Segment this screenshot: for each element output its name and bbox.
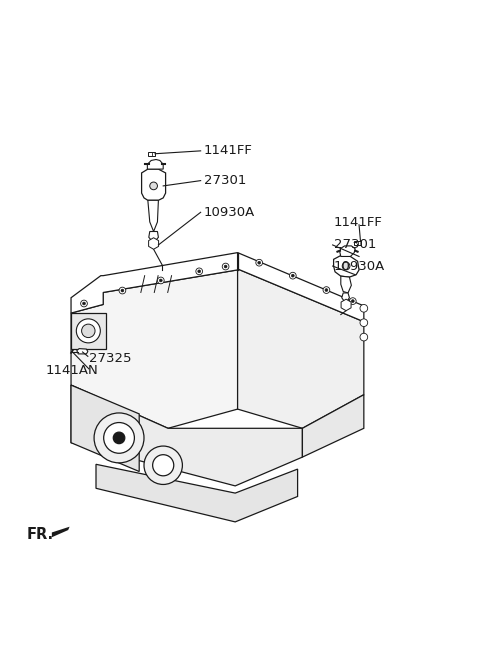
Polygon shape bbox=[71, 253, 238, 313]
Circle shape bbox=[76, 319, 100, 343]
Polygon shape bbox=[142, 169, 166, 200]
Polygon shape bbox=[340, 246, 355, 257]
Text: 1141FF: 1141FF bbox=[334, 216, 383, 229]
Circle shape bbox=[256, 259, 263, 266]
Circle shape bbox=[349, 298, 356, 305]
Text: 27325: 27325 bbox=[89, 352, 132, 365]
Circle shape bbox=[83, 302, 85, 305]
Polygon shape bbox=[149, 231, 158, 240]
Circle shape bbox=[121, 289, 124, 292]
Circle shape bbox=[81, 300, 87, 307]
Text: 10930A: 10930A bbox=[334, 259, 385, 272]
Circle shape bbox=[159, 279, 162, 282]
Circle shape bbox=[360, 319, 368, 327]
Circle shape bbox=[153, 455, 174, 476]
Circle shape bbox=[351, 299, 354, 303]
Polygon shape bbox=[238, 253, 364, 322]
Text: 1141AN: 1141AN bbox=[46, 364, 98, 377]
Polygon shape bbox=[71, 270, 238, 428]
Circle shape bbox=[150, 182, 157, 190]
Circle shape bbox=[323, 287, 330, 293]
Circle shape bbox=[258, 261, 261, 264]
Polygon shape bbox=[302, 395, 364, 457]
Circle shape bbox=[360, 333, 368, 341]
Text: 1141FF: 1141FF bbox=[204, 144, 253, 157]
Polygon shape bbox=[71, 385, 302, 486]
Circle shape bbox=[104, 422, 134, 453]
Polygon shape bbox=[334, 255, 359, 277]
Bar bbox=[354, 240, 361, 245]
Polygon shape bbox=[341, 276, 351, 293]
Circle shape bbox=[196, 268, 203, 274]
Circle shape bbox=[94, 413, 144, 463]
Circle shape bbox=[82, 324, 95, 337]
Circle shape bbox=[157, 277, 164, 284]
Polygon shape bbox=[96, 464, 298, 522]
Circle shape bbox=[289, 272, 296, 279]
Polygon shape bbox=[342, 293, 349, 301]
Text: FR.: FR. bbox=[26, 527, 54, 542]
Polygon shape bbox=[147, 160, 163, 169]
Text: 27301: 27301 bbox=[204, 174, 246, 187]
Polygon shape bbox=[71, 385, 139, 472]
Circle shape bbox=[325, 289, 328, 291]
Circle shape bbox=[360, 305, 368, 312]
Circle shape bbox=[342, 262, 350, 270]
Circle shape bbox=[119, 287, 126, 294]
Circle shape bbox=[224, 265, 227, 268]
Polygon shape bbox=[238, 269, 364, 428]
Circle shape bbox=[144, 446, 182, 485]
Circle shape bbox=[113, 432, 125, 443]
Circle shape bbox=[291, 274, 294, 277]
Circle shape bbox=[198, 270, 201, 272]
Circle shape bbox=[222, 263, 229, 270]
Polygon shape bbox=[148, 200, 158, 231]
Polygon shape bbox=[52, 527, 70, 537]
Polygon shape bbox=[77, 348, 88, 354]
Text: 27301: 27301 bbox=[334, 238, 376, 252]
Bar bbox=[148, 152, 155, 156]
Bar bbox=[71, 312, 106, 349]
Text: 10930A: 10930A bbox=[204, 206, 255, 219]
